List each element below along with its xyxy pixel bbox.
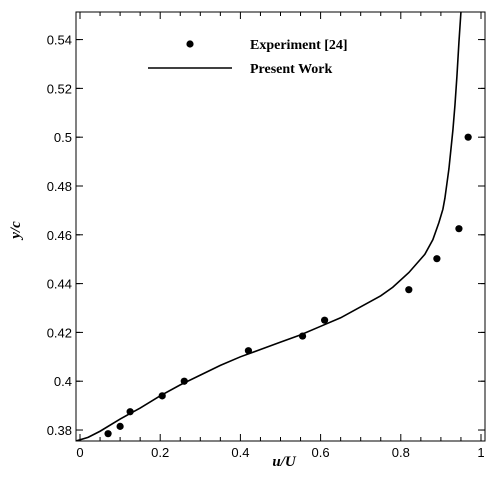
experiment-point [405, 286, 413, 294]
series-layer [76, 12, 472, 441]
x-tick-label: 1 [477, 445, 484, 460]
experiment-point [455, 225, 463, 233]
legend-marker-experiment [186, 40, 194, 48]
legend-label-present-work: Present Work [250, 62, 333, 77]
y-tick-label: 0.52 [47, 81, 72, 96]
y-tick-label: 0.42 [47, 325, 72, 340]
x-tick-label: 0.8 [392, 445, 410, 460]
experiment-point [321, 316, 329, 324]
y-tick-label: 0.4 [54, 374, 72, 389]
experiment-point [464, 133, 472, 141]
x-tick-label: 0.4 [231, 445, 249, 460]
y-tick-label: 0.48 [47, 179, 72, 194]
x-tick-label: 0 [76, 445, 83, 460]
y-axis: 0.38 0.4 0.42 0.44 0.46 0.48 0.5 0.52 0.54 [47, 33, 485, 438]
x-tick-label: 0.2 [151, 445, 169, 460]
y-tick-label: 0.54 [47, 33, 72, 48]
experiment-point [104, 430, 112, 438]
present-work-line [76, 12, 462, 441]
experiment-point [433, 255, 441, 263]
y-tick-label: 0.44 [47, 277, 72, 292]
y-tick-label: 0.5 [54, 130, 72, 145]
legend-label-experiment: Experiment [24] [250, 38, 348, 53]
y-axis-title: y/c [8, 221, 24, 241]
x-tick-label: 0.6 [312, 445, 330, 460]
y-tick-label: 0.46 [47, 228, 72, 243]
x-axis-title: u/U [272, 454, 297, 470]
y-tick-label: 0.38 [47, 423, 72, 438]
legend: Experiment [24] Present Work [148, 38, 348, 77]
x-axis: 0 0.2 0.4 0.6 0.8 1 [76, 12, 485, 460]
experiment-point [126, 408, 134, 416]
experiment-point [116, 422, 124, 430]
